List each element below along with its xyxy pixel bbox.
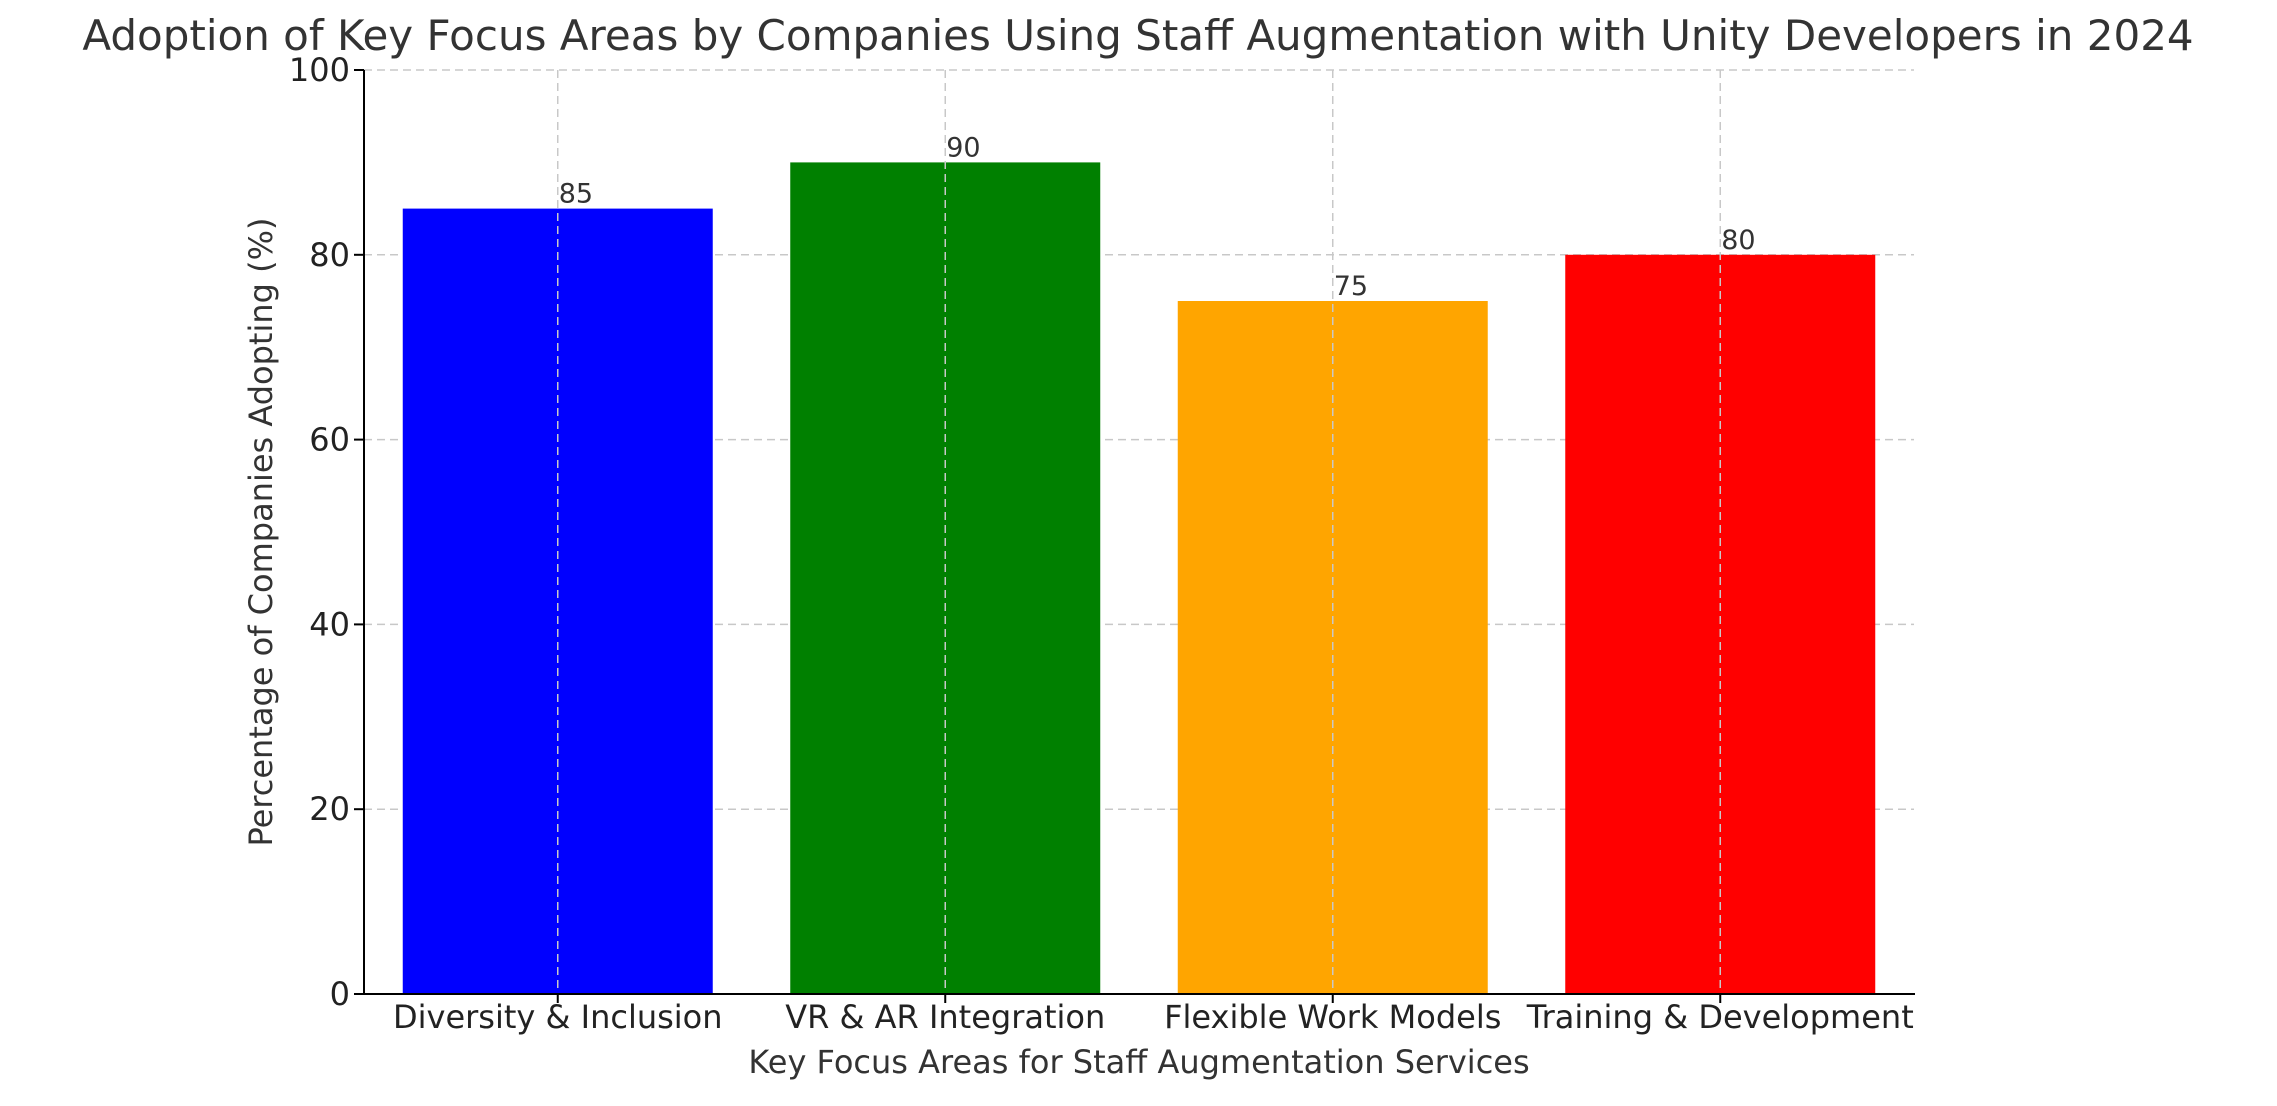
data-label: 75 <box>1334 271 1368 302</box>
y-axis-label: Percentage of Companies Adopting (%) <box>242 217 280 846</box>
x-tick-label: Diversity & Inclusion <box>393 998 723 1036</box>
y-tick-label: 0 <box>330 975 350 1013</box>
x-ticks-layer: Diversity & Inclusion VR & AR Integration… <box>393 994 1914 1036</box>
y-tick-label: 100 <box>289 51 350 89</box>
x-tick-label: Flexible Work Models <box>1164 998 1501 1036</box>
y-tick-label: 80 <box>309 236 350 274</box>
chart-title: Adoption of Key Focus Areas by Companies… <box>82 11 2193 60</box>
y-tick-label: 60 <box>309 421 350 459</box>
x-axis-label: Key Focus Areas for Staff Augmentation S… <box>748 1043 1529 1081</box>
data-label: 90 <box>946 132 980 163</box>
x-tick-label: Training & Development <box>1526 998 1914 1036</box>
y-ticks-layer: 0 20 40 60 80 100 <box>289 51 364 1013</box>
data-labels-layer: 85 90 75 80 <box>559 132 1756 302</box>
data-label: 85 <box>559 179 593 210</box>
vertical-grid-layer <box>557 70 1721 994</box>
data-label: 80 <box>1721 225 1755 256</box>
y-tick-label: 40 <box>309 605 350 643</box>
x-tick-label: VR & AR Integration <box>785 998 1105 1036</box>
y-tick-label: 20 <box>309 790 350 828</box>
